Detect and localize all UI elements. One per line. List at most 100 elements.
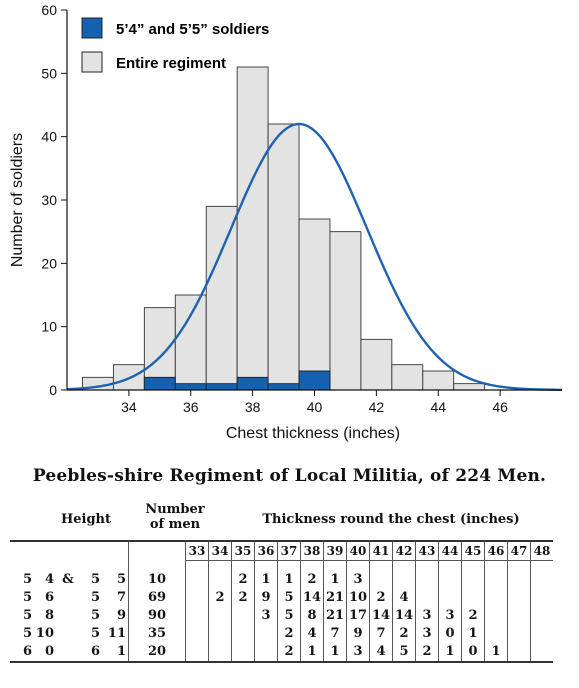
height-blank xyxy=(56,541,80,560)
spacer-cell xyxy=(530,560,553,571)
height-from-feet: 5 xyxy=(22,626,32,641)
chest-count xyxy=(208,606,232,625)
table-title: Peebles-shire Regiment of Local Militia,… xyxy=(32,466,547,486)
x-tick-label: 46 xyxy=(492,399,508,415)
chest-column-header: 47 xyxy=(507,541,531,561)
chest-count xyxy=(231,606,255,625)
chest-count: 1 xyxy=(277,570,301,589)
chest-count xyxy=(438,570,462,589)
chest-column-header: 35 xyxy=(231,541,255,561)
chest-columns-row: 33 34 35 36 37 38 39 40 41 42 43 44 45 46 47 48 xyxy=(10,541,553,561)
chest-count xyxy=(507,624,531,643)
chest-column-header: 40 xyxy=(346,541,370,561)
chest-count: 2 xyxy=(415,642,439,662)
chest-count: 0 xyxy=(438,624,462,643)
height-from-feet: 5 xyxy=(22,608,32,623)
spacer-cell xyxy=(34,560,56,571)
chest-count: 2 xyxy=(392,624,416,643)
height-blank xyxy=(34,541,56,560)
chest-count: 2 xyxy=(461,606,485,625)
chest-count: 1 xyxy=(461,624,485,643)
bar-regiment xyxy=(174,294,207,391)
chest-count xyxy=(254,642,278,662)
chest-count xyxy=(484,624,508,643)
chest-count xyxy=(484,570,508,589)
chest-column-header: 34 xyxy=(208,541,232,561)
normal-curve xyxy=(66,122,563,392)
height-separator xyxy=(56,607,80,625)
chest-count xyxy=(507,606,531,625)
height-separator xyxy=(56,643,80,662)
height-header: Height xyxy=(60,512,112,527)
height-separator: & xyxy=(62,572,74,587)
bar-regiment xyxy=(205,205,238,391)
chest-count xyxy=(530,570,553,589)
chest-count: 3 xyxy=(254,606,278,625)
bar-regiment xyxy=(453,383,486,391)
chest-count: 3 xyxy=(438,606,462,625)
spacer-cell xyxy=(300,560,324,571)
chest-count: 1 xyxy=(254,570,278,589)
spacer-cell xyxy=(208,560,232,571)
number-of-men: 90 xyxy=(128,606,186,625)
men-blank xyxy=(128,541,186,560)
chest-count: 3 xyxy=(346,642,370,662)
height-blank xyxy=(10,541,34,560)
y-tick-label: 20 xyxy=(41,255,57,271)
table-row: 5 10 5 11 35 2 4 7 9 7 2 3 0 1 xyxy=(10,624,553,643)
chest-count: 2 xyxy=(231,588,255,607)
spacer-row xyxy=(10,560,553,571)
chest-column-header: 46 xyxy=(484,541,508,561)
chest-count xyxy=(185,570,209,589)
chest-count: 4 xyxy=(369,642,393,662)
chest-count xyxy=(530,642,553,662)
chest-count: 4 xyxy=(392,588,416,607)
chest-count: 1 xyxy=(438,642,462,662)
bar-subset xyxy=(267,383,300,391)
x-tick-label: 44 xyxy=(430,399,446,415)
chest-count xyxy=(208,570,232,589)
chest-count xyxy=(530,588,553,607)
height-to-feet: 5 xyxy=(90,572,100,587)
chest-column-header: 44 xyxy=(438,541,462,561)
chest-count xyxy=(438,588,462,607)
spacer-cell xyxy=(185,560,209,571)
x-tick-label: 42 xyxy=(369,399,385,415)
spacer-cell xyxy=(80,560,102,571)
table-row: 5 4 & 5 5 10 2 1 1 2 1 3 xyxy=(10,570,553,589)
height-to-inches: 9 xyxy=(116,608,126,623)
bar-subset xyxy=(205,383,238,391)
height-separator xyxy=(56,625,80,643)
chest-count: 14 xyxy=(369,606,393,625)
chest-count xyxy=(484,588,508,607)
chest-count: 7 xyxy=(323,624,347,643)
y-tick-label: 10 xyxy=(41,319,57,335)
legend-swatch-regiment xyxy=(81,51,103,73)
y-tick-label: 50 xyxy=(41,65,57,81)
height-to-inches: 11 xyxy=(107,626,126,641)
spacer-cell xyxy=(128,560,186,571)
bar-subset xyxy=(174,383,207,391)
chest-count xyxy=(185,624,209,643)
x-axis-title: Chest thickness (inches) xyxy=(226,425,400,442)
chest-count xyxy=(507,570,531,589)
chest-count: 14 xyxy=(300,588,324,607)
chest-thickness-header: Thickness round the chest (inches) xyxy=(262,512,520,527)
y-axis-title: Number of soldiers xyxy=(9,133,26,267)
chest-count xyxy=(507,588,531,607)
chest-count xyxy=(530,606,553,625)
bar-regiment xyxy=(298,218,331,391)
militia-table: 33 34 35 36 37 38 39 40 41 42 43 44 45 46 47 48 5 4 & 5 5 10 2… xyxy=(10,540,553,663)
bar-regiment xyxy=(422,370,455,391)
chest-count: 1 xyxy=(484,642,508,662)
chest-count: 2 xyxy=(208,588,232,607)
chest-column-header: 38 xyxy=(300,541,324,561)
height-blank xyxy=(80,541,102,560)
bar-regiment xyxy=(360,338,393,391)
spacer-cell xyxy=(102,560,129,571)
chest-column-header: 36 xyxy=(254,541,278,561)
chest-count: 0 xyxy=(461,642,485,662)
x-tick-label: 40 xyxy=(307,399,323,415)
height-to-inches: 5 xyxy=(116,572,126,587)
height-to-inches: 7 xyxy=(116,590,126,605)
